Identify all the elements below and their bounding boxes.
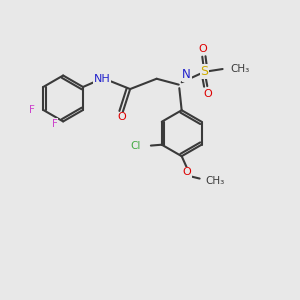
Text: N: N xyxy=(182,68,191,81)
Text: Cl: Cl xyxy=(131,141,141,151)
Text: O: O xyxy=(198,44,207,54)
Text: F: F xyxy=(52,119,58,129)
Text: O: O xyxy=(203,89,212,99)
Text: F: F xyxy=(29,105,35,115)
Text: NH: NH xyxy=(94,74,110,84)
Text: O: O xyxy=(183,167,191,177)
Text: CH₃: CH₃ xyxy=(206,176,225,186)
Text: CH₃: CH₃ xyxy=(230,64,250,74)
Text: O: O xyxy=(118,112,127,122)
Text: S: S xyxy=(200,65,208,78)
